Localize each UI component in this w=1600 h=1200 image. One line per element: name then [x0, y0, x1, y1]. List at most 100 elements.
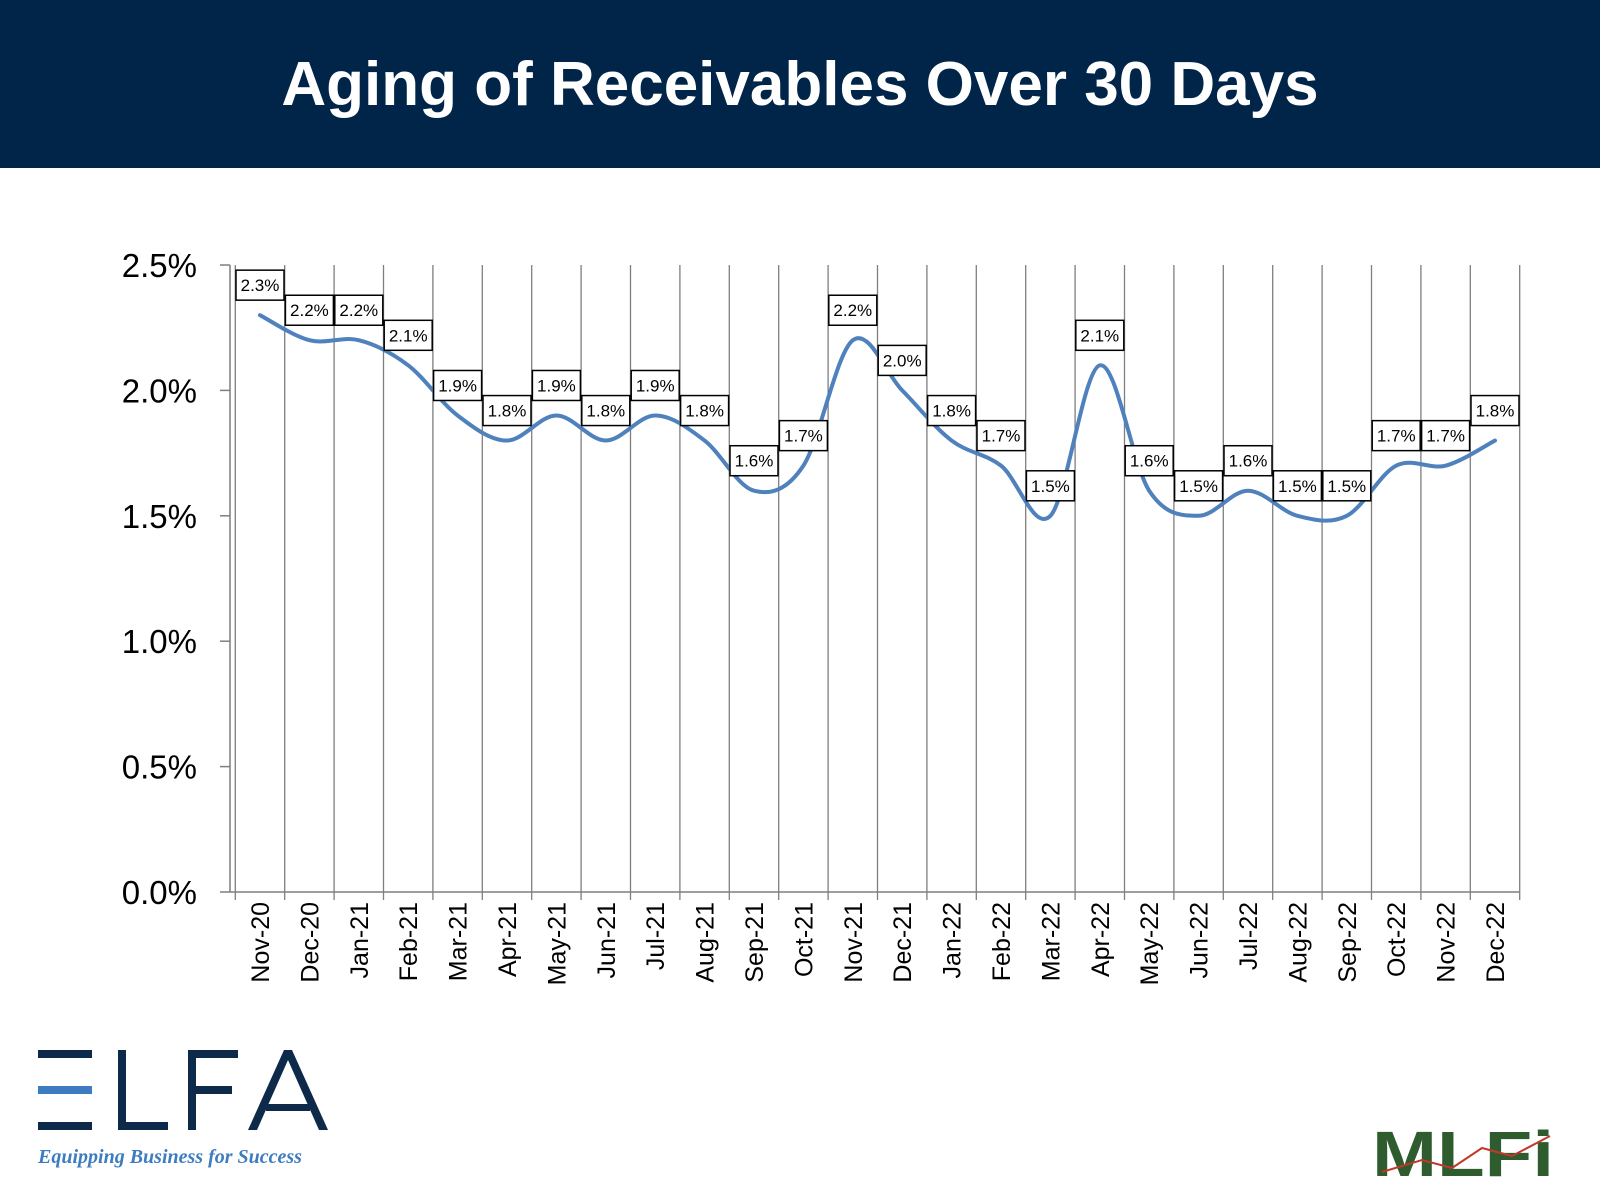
x-tick-label: Nov-20 [247, 902, 275, 983]
x-tick-label: Nov-21 [840, 902, 868, 983]
x-tick-label: May-22 [1136, 902, 1164, 985]
x-tick-label: Dec-22 [1482, 902, 1510, 983]
data-label-text: 1.7% [1377, 427, 1416, 446]
line-chart: 2.3% 2.2% 2.2% 2.1% 1.9% 1.8% 1.9% 1.8% 1.9% 1.8%… [122, 247, 1521, 985]
data-label-box [926, 394, 977, 427]
data-label-box [679, 394, 730, 427]
data-label-text: 1.6% [1229, 452, 1268, 471]
data-label-box [729, 444, 779, 477]
data-label: 1.7% [1371, 419, 1421, 452]
data-label-text: 1.6% [1130, 452, 1169, 471]
mlfi-logo: MLFi [1372, 1122, 1554, 1182]
x-tick-label: Nov-22 [1433, 902, 1461, 983]
x-tick-label: Jul-21 [642, 902, 670, 970]
data-label: 2.2% [284, 294, 335, 326]
data-label-text: 1.9% [636, 376, 675, 395]
x-tick-label: Apr-22 [1087, 902, 1115, 977]
elfa-tagline: Equipping Business for Success [38, 1146, 302, 1168]
data-label: 1.9% [432, 369, 483, 402]
x-tick-label: Oct-21 [790, 902, 818, 977]
x-tick-label: Sep-21 [741, 902, 769, 983]
data-label-text: 1.5% [1031, 477, 1070, 496]
data-label-box [432, 369, 483, 402]
data-label-box [235, 269, 285, 301]
data-label-box [284, 294, 335, 326]
x-tick-label: Dec-20 [296, 902, 324, 983]
x-tick-label: Sep-22 [1334, 902, 1362, 983]
y-tick-label: 1.0% [122, 623, 197, 660]
data-label-box [334, 294, 384, 326]
data-label-box [877, 344, 927, 377]
data-label-text: 1.9% [537, 376, 576, 395]
data-label-box [1075, 319, 1125, 352]
data-label: 2.1% [383, 319, 433, 352]
x-tick-label: Dec-21 [889, 902, 917, 983]
data-label: 2.2% [334, 294, 384, 326]
data-label-text: 1.5% [1278, 477, 1317, 496]
x-tick-label: Mar-22 [1037, 902, 1065, 981]
data-label: 1.6% [1223, 444, 1273, 477]
elfa-logo [38, 1050, 328, 1130]
y-tick-label: 0.0% [122, 874, 197, 911]
x-tick-label: Jan-22 [939, 902, 967, 978]
page-title: Aging of Receivables Over 30 Days [281, 49, 1319, 119]
data-label-box [1272, 470, 1323, 502]
x-tick-label: Jan-21 [346, 902, 374, 978]
data-label-box [1223, 444, 1273, 477]
data-label-text: 1.8% [488, 402, 527, 421]
chart-axes [229, 265, 1519, 893]
data-label-text: 1.5% [1179, 477, 1218, 496]
data-label: 1.7% [976, 419, 1026, 452]
data-label: 1.8% [482, 394, 532, 427]
y-tick-label: 0.5% [122, 749, 197, 786]
data-label: 1.5% [1272, 470, 1323, 502]
y-tick-label: 2.5% [122, 247, 197, 284]
x-tick-label: Mar-21 [445, 902, 473, 981]
y-axis-ticks: 0.0% 0.5% 1.0% 1.5% 2.0% 2.5% [122, 247, 230, 911]
data-label: 1.5% [1173, 470, 1224, 502]
data-label-box [1124, 444, 1174, 477]
data-label-text: 1.6% [735, 452, 774, 471]
data-label: 1.5% [1322, 470, 1372, 502]
x-tick-label: Jun-21 [593, 902, 621, 978]
data-label-text: 1.7% [982, 427, 1021, 446]
data-label: 1.8% [679, 394, 730, 427]
data-label-box [630, 369, 680, 402]
data-label-box [531, 369, 582, 402]
data-labels: 2.3% 2.2% 2.2% 2.1% 1.9% 1.8% 1.9% 1.8% 1.9% 1.8%… [235, 269, 1520, 502]
y-tick-label: 2.0% [122, 372, 197, 409]
header-banner: Aging of Receivables Over 30 Days [0, 0, 1600, 168]
x-tick-label: Aug-21 [692, 902, 720, 983]
data-label-text: 2.0% [883, 351, 922, 370]
x-tick-label: Oct-22 [1383, 902, 1411, 977]
x-axis-ticks: Nov-20 Dec-20 Jan-21 Feb-21 Mar-21 Apr-21 May-… [247, 902, 1510, 985]
x-tick-label: Feb-21 [395, 902, 423, 981]
x-tick-label: Jun-22 [1186, 902, 1214, 978]
data-label-text: 1.7% [1426, 427, 1465, 446]
data-label-text: 2.2% [339, 301, 378, 320]
data-label: 1.6% [1124, 444, 1174, 477]
svg-text:MLFi: MLFi [1372, 1122, 1554, 1182]
data-label: 1.6% [729, 444, 779, 477]
data-label: 1.9% [630, 369, 680, 402]
data-label-box [778, 419, 829, 452]
x-tick-label: Aug-22 [1284, 902, 1312, 983]
x-tick-label: Apr-21 [494, 902, 522, 977]
data-label-box [581, 394, 631, 427]
data-label: 2.0% [877, 344, 927, 377]
data-label-box [482, 394, 532, 427]
data-label-box [1470, 394, 1520, 427]
data-label-text: 1.8% [586, 402, 625, 421]
data-label-text: 1.8% [1476, 402, 1515, 421]
data-label: 2.3% [235, 269, 285, 301]
data-label: 2.2% [828, 294, 878, 326]
data-label-text: 1.8% [685, 402, 724, 421]
data-label: 1.9% [531, 369, 582, 402]
data-label-text: 2.2% [833, 301, 872, 320]
data-label: 1.8% [1470, 394, 1520, 427]
data-label: 1.5% [1025, 470, 1076, 502]
data-label-box [1371, 419, 1421, 452]
data-label: 2.1% [1075, 319, 1125, 352]
data-label-box [383, 319, 433, 352]
data-label-box [1420, 419, 1471, 452]
